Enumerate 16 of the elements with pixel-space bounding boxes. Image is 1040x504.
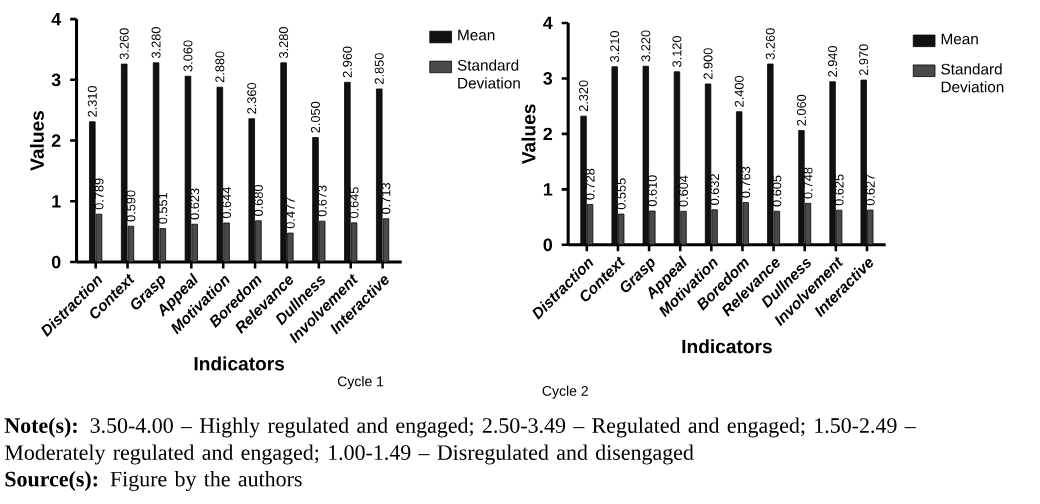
y-axis-title: Values — [29, 111, 44, 172]
y-tick-label: 0 — [543, 239, 553, 252]
y-tick-label: 0 — [51, 256, 61, 269]
y-axis-title: Values — [521, 104, 536, 165]
y-tick-label: 3 — [51, 74, 61, 87]
x-axis-title: Indicators — [194, 356, 285, 371]
y-tick-label: 4 — [51, 13, 62, 26]
text: Source(s): Figure by the authors — [5, 471, 302, 492]
y-tick-label: 4 — [543, 17, 553, 30]
x-axis-title: Indicators — [682, 339, 772, 354]
y-tick-label: 2 — [543, 128, 553, 141]
y-tick-label: 1 — [52, 195, 61, 208]
text: Note(s): 3.50-4.00 – Highly regulated and engaged; 2.50-3.49 – Regulated and engaged; 1.50-2.49 – Moderately regulated and engaged; 1.00-1.49 – Disregulated and disengaged — [4, 417, 916, 465]
y-tick-label: 2 — [51, 134, 61, 148]
y-tick-label: 1 — [543, 183, 553, 196]
y-tick-label: 3 — [543, 72, 553, 86]
